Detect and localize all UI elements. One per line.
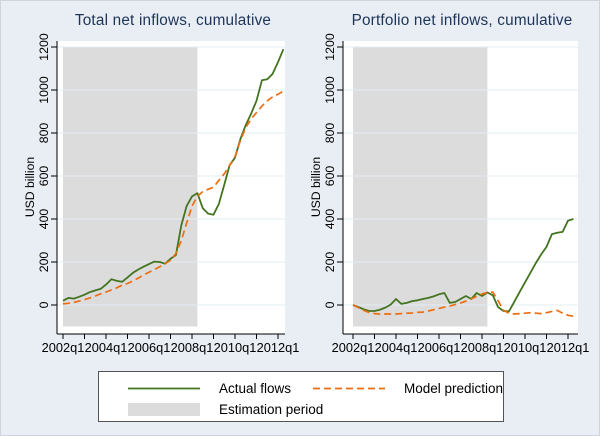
svg-text:1000: 1000 (37, 76, 51, 104)
legend-item-actual-flows: Actual flows (128, 378, 291, 398)
svg-text:2012q1: 2012q1 (257, 340, 300, 355)
svg-text:0: 0 (323, 301, 337, 308)
svg-text:800: 800 (323, 123, 337, 144)
svg-text:1200: 1200 (37, 33, 51, 61)
svg-text:2006q1: 2006q1 (418, 340, 461, 355)
y-axis-title-left: USD billion (23, 156, 37, 218)
svg-text:2008q1: 2008q1 (171, 340, 214, 355)
svg-text:600: 600 (37, 166, 51, 187)
svg-text:600: 600 (323, 166, 337, 187)
legend-item-estimation-period: Estimation period (128, 399, 323, 419)
svg-text:2004q1: 2004q1 (85, 340, 128, 355)
svg-text:400: 400 (37, 209, 51, 230)
svg-text:200: 200 (323, 252, 337, 273)
panel-title-portfolio: Portfolio net inflows, cumulative (351, 12, 573, 29)
estimation-period-swatch (128, 402, 200, 416)
svg-text:2008q1: 2008q1 (461, 340, 504, 355)
svg-text:2002q1: 2002q1 (332, 340, 375, 355)
svg-text:800: 800 (37, 123, 51, 144)
svg-text:2010q1: 2010q1 (214, 340, 257, 355)
svg-text:2010q1: 2010q1 (504, 340, 547, 355)
model-prediction-line-swatch (313, 387, 385, 389)
svg-text:200: 200 (37, 252, 51, 273)
svg-text:0: 0 (37, 301, 51, 308)
legend-item-model-prediction: Model prediction (313, 378, 503, 398)
legend-label-estimation-period: Estimation period (219, 401, 324, 417)
svg-text:400: 400 (323, 209, 337, 230)
svg-text:2012q1: 2012q1 (547, 340, 590, 355)
svg-text:1200: 1200 (323, 33, 337, 61)
y-axis-title-right: USD billion (309, 156, 323, 218)
svg-text:2004q1: 2004q1 (375, 340, 418, 355)
legend-label-model-prediction: Model prediction (404, 380, 504, 396)
svg-text:1000: 1000 (323, 76, 337, 104)
legend: Actual flows Estimation period Model pre… (98, 371, 504, 422)
legend-label-actual-flows: Actual flows (219, 380, 292, 396)
panel-title-total: Total net inflows, cumulative (74, 12, 272, 29)
actual-flows-line-swatch (128, 387, 200, 389)
svg-text:2006q1: 2006q1 (128, 340, 171, 355)
svg-text:2002q1: 2002q1 (42, 340, 85, 355)
